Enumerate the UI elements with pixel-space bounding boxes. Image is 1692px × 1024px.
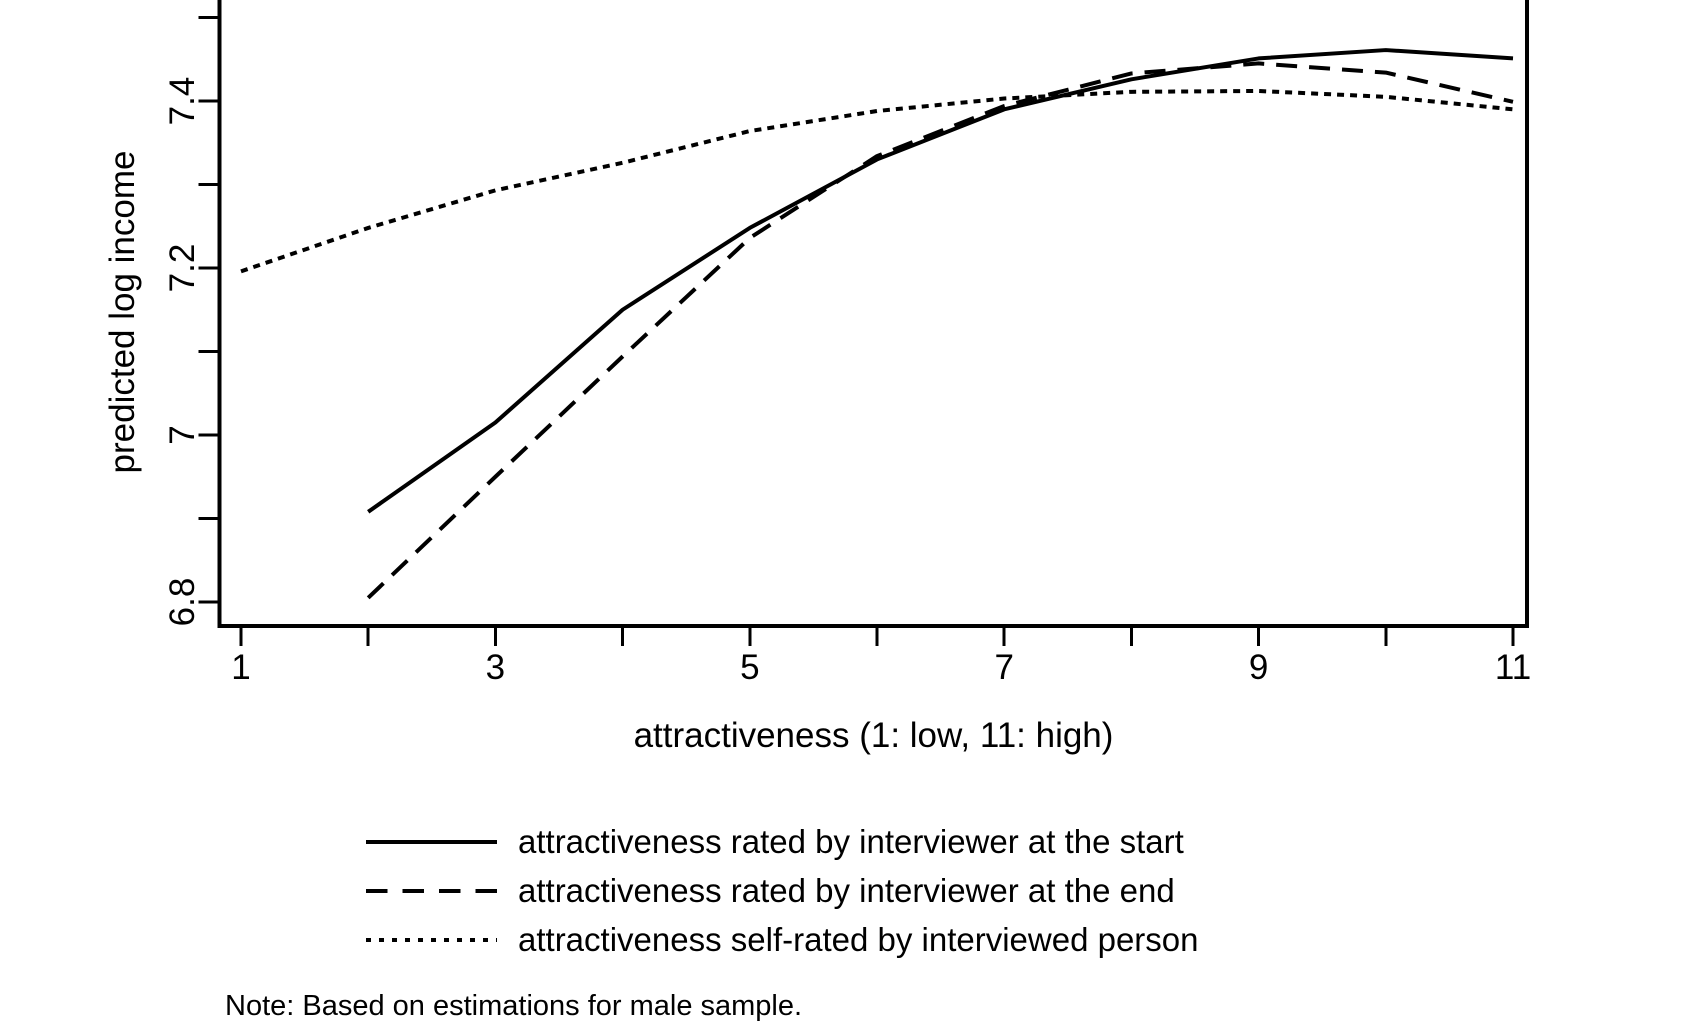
y-tick-label: 7.4 [163, 77, 202, 126]
chart-note: Note: Based on estimations for male samp… [225, 990, 803, 1022]
x-tick-label: 5 [740, 648, 759, 687]
legend-item: attractiveness rated by interviewer at t… [366, 866, 1199, 915]
legend-item-label: attractiveness rated by interviewer at t… [518, 871, 1175, 909]
y-tick-label: 7.2 [163, 244, 202, 293]
x-tick-label: 11 [1495, 648, 1531, 687]
legend-line-solid-icon [366, 839, 497, 844]
series-line-interviewer-end [366, 61, 1514, 600]
x-axis-title: attractiveness (1: low, 11: high) [633, 716, 1114, 755]
series-line-interviewer-start [367, 48, 1514, 514]
legend-line-dotted-icon [366, 937, 497, 942]
legend: attractiveness rated by interviewer at t… [366, 817, 1199, 964]
legend-item: attractiveness rated by interviewer at t… [366, 817, 1199, 866]
y-axis-title: predicted log income [103, 150, 142, 474]
y-tick-label: 7 [163, 425, 202, 444]
x-tick-label: 9 [1249, 648, 1268, 687]
legend-item-label: attractiveness self-rated by interviewed… [518, 920, 1199, 958]
legend-line-dashed-icon [366, 888, 497, 893]
x-tick-label: 7 [994, 648, 1013, 687]
x-tick-label: 1 [231, 648, 250, 687]
legend-item: attractiveness self-rated by interviewed… [366, 915, 1199, 964]
legend-item-label: attractiveness rated by interviewer at t… [518, 822, 1184, 860]
y-tick-label: 6.8 [163, 578, 202, 627]
series-line-self-rated [240, 88, 1514, 274]
x-tick-label: 3 [486, 648, 505, 687]
